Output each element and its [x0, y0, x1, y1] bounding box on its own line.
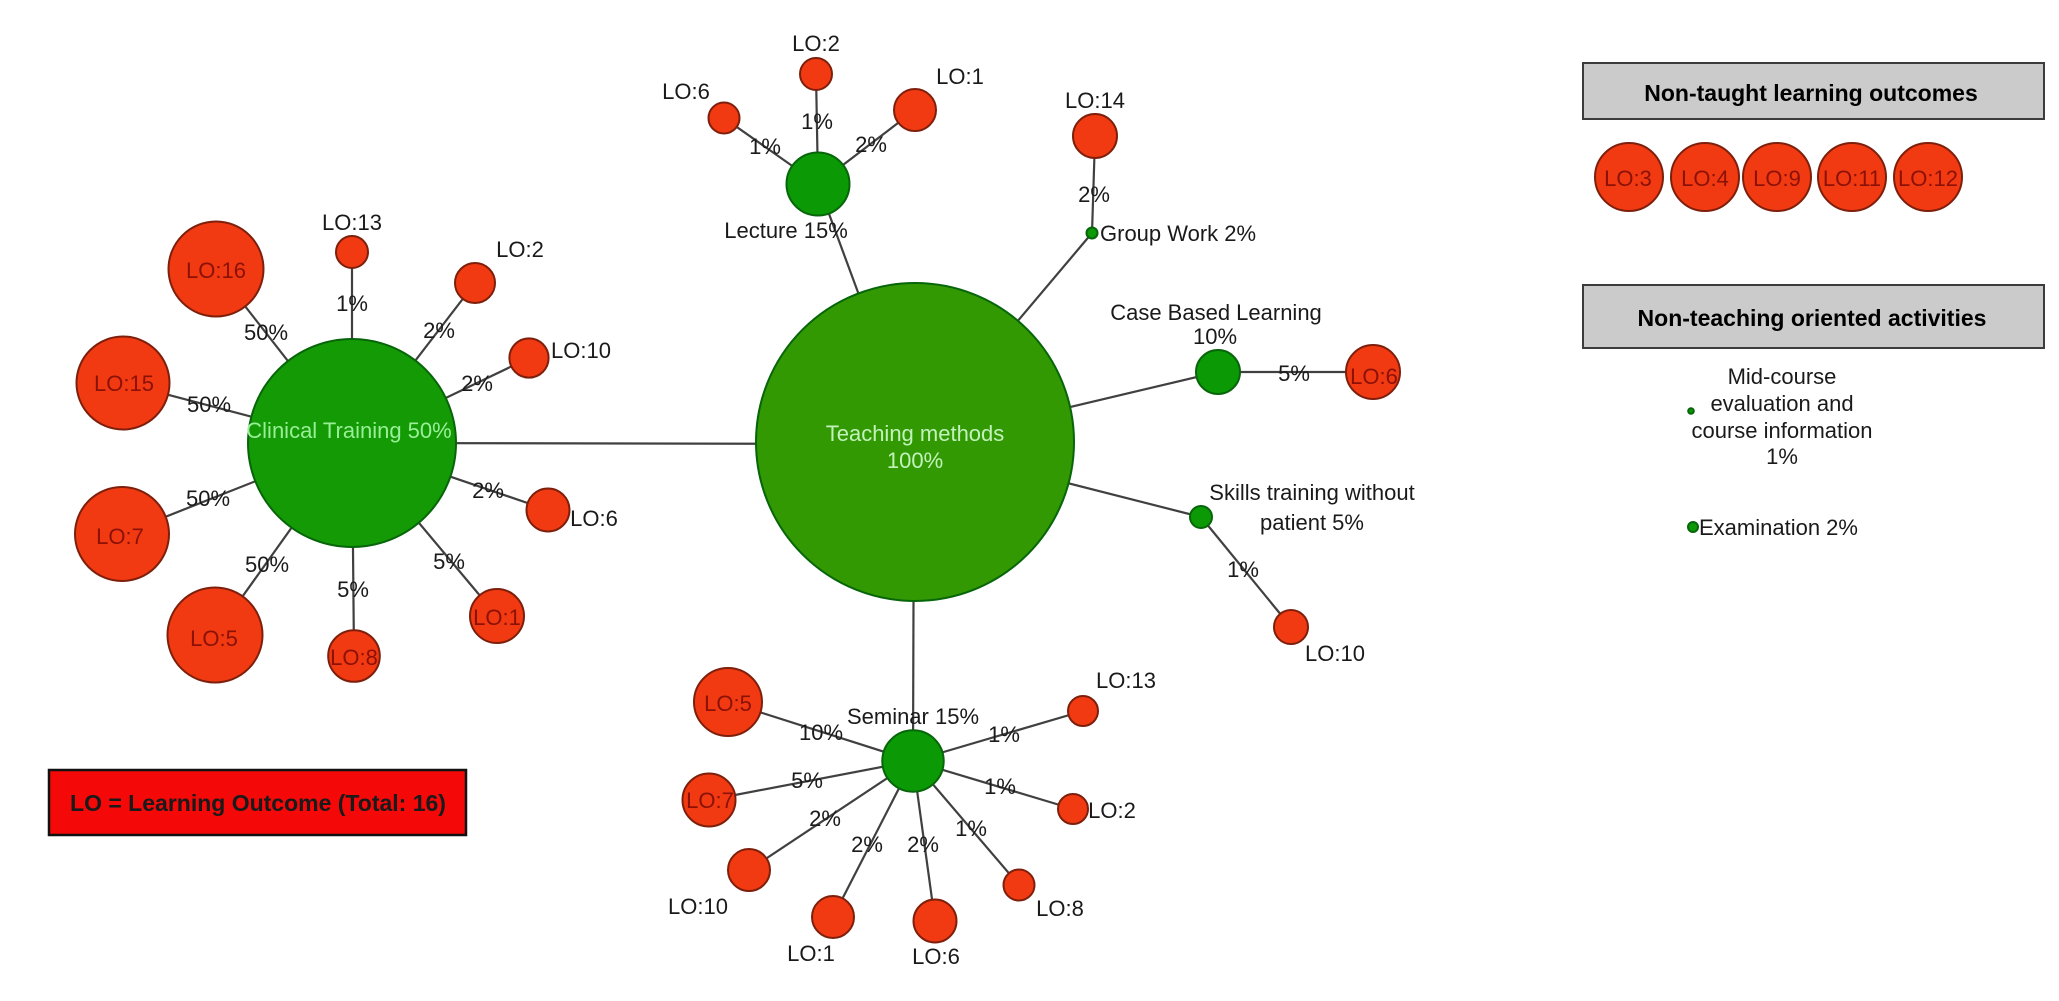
- svg-text:50%: 50%: [187, 392, 231, 417]
- svg-text:1%: 1%: [336, 291, 368, 316]
- svg-text:LO:16: LO:16: [186, 258, 246, 283]
- svg-text:2%: 2%: [851, 832, 883, 857]
- svg-text:Teaching methods: Teaching methods: [826, 421, 1005, 446]
- svg-text:course information: course information: [1692, 418, 1873, 443]
- svg-text:LO:13: LO:13: [1096, 668, 1156, 693]
- svg-text:LO:14: LO:14: [1065, 88, 1125, 113]
- svg-text:2%: 2%: [809, 806, 841, 831]
- svg-text:LO:2: LO:2: [1088, 798, 1136, 823]
- svg-text:Clinical Training 50%: Clinical Training 50%: [246, 418, 451, 443]
- svg-text:LO:8: LO:8: [330, 645, 378, 670]
- svg-text:LO:1: LO:1: [936, 64, 984, 89]
- svg-text:2%: 2%: [1078, 182, 1110, 207]
- svg-text:1%: 1%: [988, 722, 1020, 747]
- svg-text:50%: 50%: [244, 320, 288, 345]
- svg-text:LO:8: LO:8: [1036, 896, 1084, 921]
- svg-text:1%: 1%: [984, 774, 1016, 799]
- svg-text:LO:4: LO:4: [1681, 166, 1729, 191]
- svg-text:LO:1: LO:1: [787, 941, 835, 966]
- svg-text:LO:6: LO:6: [912, 944, 960, 969]
- svg-text:LO:2: LO:2: [792, 31, 840, 56]
- svg-text:LO:7: LO:7: [96, 524, 144, 549]
- svg-text:Lecture 15%: Lecture 15%: [724, 218, 848, 243]
- svg-text:2%: 2%: [472, 478, 504, 503]
- svg-text:LO:6: LO:6: [570, 506, 618, 531]
- svg-text:100%: 100%: [887, 448, 943, 473]
- svg-text:LO:5: LO:5: [704, 691, 752, 716]
- svg-text:LO:10: LO:10: [668, 894, 728, 919]
- svg-text:5%: 5%: [791, 768, 823, 793]
- svg-text:Non-taught learning outcomes: Non-taught learning outcomes: [1644, 80, 1978, 106]
- svg-text:Group Work 2%: Group Work 2%: [1100, 221, 1256, 246]
- svg-text:LO:10: LO:10: [551, 338, 611, 363]
- svg-text:2%: 2%: [855, 132, 887, 157]
- svg-text:evaluation and: evaluation and: [1710, 391, 1853, 416]
- svg-text:5%: 5%: [1278, 361, 1310, 386]
- svg-text:Skills training without: Skills training without: [1209, 480, 1414, 505]
- svg-text:50%: 50%: [245, 552, 289, 577]
- svg-text:LO:1: LO:1: [473, 605, 521, 630]
- svg-text:LO:7: LO:7: [686, 788, 734, 813]
- svg-text:Mid-course: Mid-course: [1728, 364, 1837, 389]
- svg-text:LO:12: LO:12: [1898, 166, 1958, 191]
- svg-text:5%: 5%: [337, 577, 369, 602]
- svg-text:1%: 1%: [1227, 557, 1259, 582]
- svg-text:LO:11: LO:11: [1823, 166, 1881, 191]
- svg-text:10%: 10%: [799, 720, 843, 745]
- svg-text:2%: 2%: [423, 318, 455, 343]
- svg-text:5%: 5%: [433, 549, 465, 574]
- svg-text:1%: 1%: [955, 816, 987, 841]
- svg-text:1%: 1%: [801, 109, 833, 134]
- svg-text:LO:3: LO:3: [1604, 166, 1652, 191]
- svg-text:50%: 50%: [186, 486, 230, 511]
- svg-text:Seminar 15%: Seminar 15%: [847, 704, 979, 729]
- svg-text:Examination 2%: Examination 2%: [1699, 515, 1858, 540]
- svg-text:LO:2: LO:2: [496, 237, 544, 262]
- svg-text:1%: 1%: [749, 134, 781, 159]
- svg-text:LO:6: LO:6: [1350, 364, 1398, 389]
- svg-text:LO:9: LO:9: [1753, 166, 1801, 191]
- svg-text:LO:13: LO:13: [322, 210, 382, 235]
- svg-text:2%: 2%: [461, 371, 493, 396]
- svg-text:1%: 1%: [1766, 444, 1798, 469]
- svg-text:LO:10: LO:10: [1305, 641, 1365, 666]
- svg-text:LO = Learning Outcome (Total:: LO = Learning Outcome (Total: 16): [70, 790, 446, 816]
- svg-text:Case Based Learning: Case Based Learning: [1110, 300, 1322, 325]
- svg-text:Non-teaching oriented activiti: Non-teaching oriented activities: [1638, 305, 1987, 331]
- svg-text:10%: 10%: [1193, 324, 1237, 349]
- svg-text:patient 5%: patient 5%: [1260, 510, 1364, 535]
- svg-text:LO:5: LO:5: [190, 626, 238, 651]
- svg-text:LO:6: LO:6: [662, 79, 710, 104]
- svg-text:2%: 2%: [907, 832, 939, 857]
- svg-text:LO:15: LO:15: [94, 371, 154, 396]
